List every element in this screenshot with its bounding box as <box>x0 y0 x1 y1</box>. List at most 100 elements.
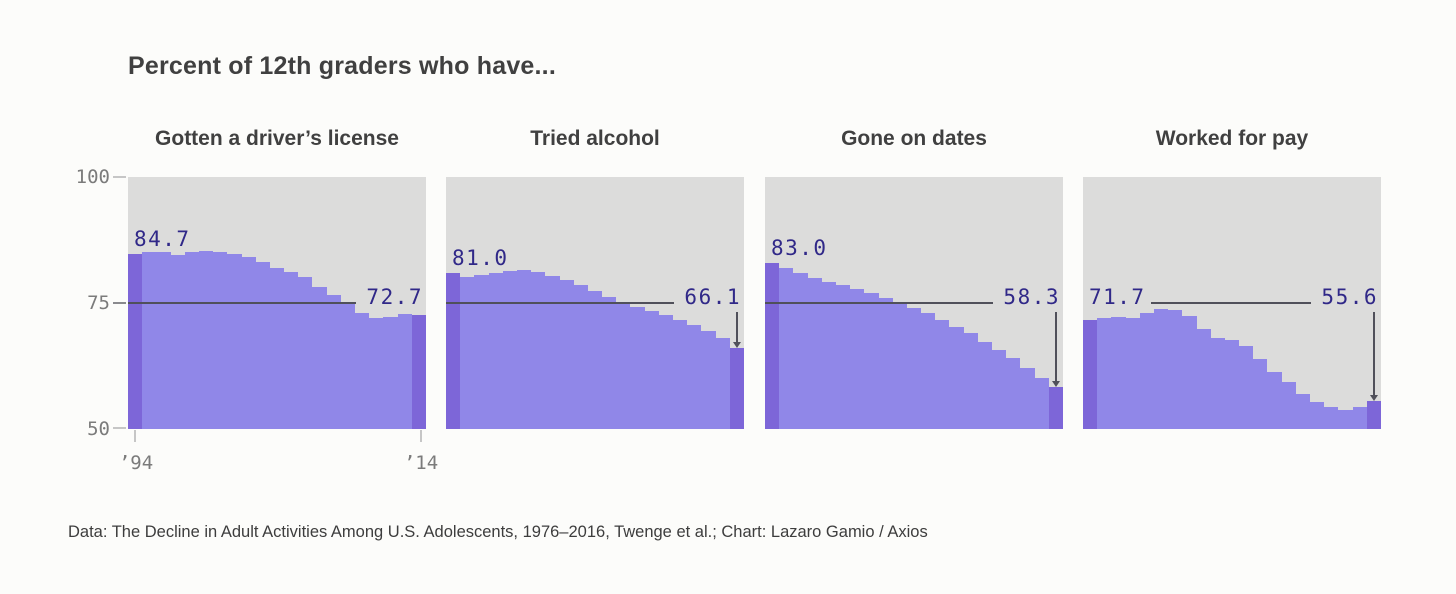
end-value-label: 55.6 <box>1321 285 1378 309</box>
bar-2001 <box>227 254 242 429</box>
bar-2003 <box>892 303 907 429</box>
bar-1997 <box>1125 318 1140 429</box>
bar-2011 <box>1006 358 1021 429</box>
bar-1997 <box>170 254 185 429</box>
y-axis-tick <box>113 427 126 429</box>
bar-1996 <box>474 274 489 429</box>
bar-2003 <box>1210 338 1225 429</box>
bar-series <box>765 177 1063 429</box>
bar-2012 <box>1338 409 1353 429</box>
bar-1998 <box>502 270 517 429</box>
bar-2000 <box>531 271 546 429</box>
bar-1998 <box>184 251 199 429</box>
bar-2002 <box>241 257 256 429</box>
bar-1997 <box>488 272 503 429</box>
panel-title-tried-alcohol: Tried alcohol <box>530 127 660 150</box>
bar-2009 <box>1295 393 1310 429</box>
down-arrow <box>1369 312 1378 401</box>
panel-title-worked-for-pay: Worked for pay <box>1155 127 1309 150</box>
bar-2011 <box>1324 406 1339 429</box>
y-axis-label-75: 75 <box>87 292 110 314</box>
bar-1999 <box>198 250 214 429</box>
bar-2002 <box>559 279 574 429</box>
bar-2001 <box>864 292 879 429</box>
down-arrow-head <box>1051 381 1060 388</box>
start-value-label: 84.7 <box>134 227 191 252</box>
bar-1998 <box>821 281 836 429</box>
y-axis-label-100: 100 <box>75 166 110 188</box>
end-value-label: 72.7 <box>366 285 423 309</box>
y-axis-label-50: 50 <box>87 418 110 440</box>
bar-2009 <box>340 304 355 429</box>
start-value-label: 83.0 <box>771 235 828 260</box>
bar-2012 <box>701 331 716 429</box>
bar-1996 <box>156 251 171 429</box>
bar-2005 <box>921 313 936 429</box>
bar-2006 <box>298 276 313 429</box>
bar-2013 <box>397 313 412 429</box>
bar-series <box>446 177 744 429</box>
bar-1994 <box>446 272 461 429</box>
bar-2005 <box>284 271 299 429</box>
start-value-label: 81.0 <box>452 245 509 270</box>
bar-1998 <box>1139 313 1154 429</box>
bar-2014 <box>411 314 426 429</box>
bar-1996 <box>793 272 808 429</box>
source-credit: Data: The Decline in Adult Activities Am… <box>68 523 928 541</box>
bar-2000 <box>850 288 865 429</box>
bar-2007 <box>949 327 964 429</box>
bar-2002 <box>878 297 893 429</box>
bar-2000 <box>1168 309 1183 429</box>
bar-1995 <box>1097 318 1112 429</box>
chart-panel-worked-for-pay: 71.7 55.6 <box>1083 177 1381 429</box>
page-title: Percent of 12th graders who have... <box>128 52 556 80</box>
bar-1994 <box>128 254 143 429</box>
bar-2011 <box>369 317 384 429</box>
y-axis-tick <box>113 176 126 178</box>
chart-panel-gone-on-dates: 83.0 58.3 <box>765 177 1063 429</box>
x-axis-label-14: ’14 <box>403 452 439 474</box>
bar-2014 <box>1366 400 1381 429</box>
bar-2001 <box>1182 315 1197 429</box>
bar-2010 <box>992 350 1007 429</box>
bar-2006 <box>935 320 950 429</box>
bar-2004 <box>906 308 922 429</box>
bar-2004 <box>269 267 285 429</box>
bar-2002 <box>1196 329 1211 429</box>
reference-line-75 <box>1151 302 1311 304</box>
bar-2012 <box>383 317 398 429</box>
bar-2008 <box>963 333 978 429</box>
bar-2006 <box>1253 358 1268 429</box>
bar-2010 <box>673 320 688 429</box>
bar-1999 <box>835 284 851 429</box>
reference-line-75 <box>446 302 674 304</box>
bar-2007 <box>312 286 327 429</box>
bar-2006 <box>616 303 631 429</box>
bar-1995 <box>779 267 794 429</box>
bar-1999 <box>516 269 532 429</box>
bar-2003 <box>573 284 588 429</box>
bar-1996 <box>1111 316 1126 429</box>
reference-line-75 <box>128 302 356 304</box>
start-value-label: 71.7 <box>1089 285 1146 309</box>
x-axis-label-94: ’94 <box>118 452 154 474</box>
bar-2007 <box>1267 371 1282 429</box>
end-value-label: 66.1 <box>684 285 741 309</box>
bar-2005 <box>1239 346 1254 429</box>
panel-title-gone-on-dates: Gone on dates <box>841 127 987 150</box>
bar-1997 <box>807 277 822 429</box>
bar-2007 <box>630 307 645 429</box>
bar-2014 <box>1048 387 1063 429</box>
down-arrow <box>1051 312 1060 388</box>
bar-series <box>1083 177 1381 429</box>
bar-2009 <box>658 315 673 429</box>
down-arrow-head <box>1369 394 1378 401</box>
bar-1999 <box>1153 309 1169 429</box>
chart-panel-tried-alcohol: 81.0 66.1 <box>446 177 744 429</box>
bar-1995 <box>460 276 475 429</box>
bar-2008 <box>644 311 659 429</box>
chart-panel-drivers-license: 84.7 72.7 <box>128 177 426 429</box>
bar-2013 <box>715 338 730 429</box>
bar-1994 <box>765 262 780 429</box>
